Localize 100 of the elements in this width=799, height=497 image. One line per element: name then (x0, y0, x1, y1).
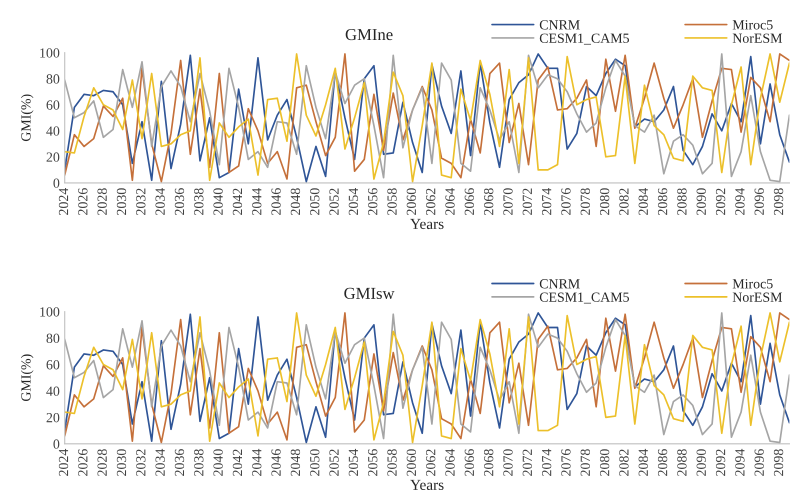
x-axis-title: Years (410, 218, 444, 230)
legend-label: CESM1_CAM5 (540, 34, 629, 45)
y-tick-label: 80 (46, 74, 60, 84)
x-tick-label: 2076 (561, 188, 571, 215)
x-tick-label: 2090 (696, 188, 706, 215)
x-tick-label: 2042 (232, 449, 242, 476)
x-tick-label: 2070 (503, 188, 513, 215)
x-tick-label: 2098 (774, 188, 784, 215)
y-axis-title: GMI(%) (20, 354, 34, 402)
x-tick-label: 2086 (658, 449, 668, 476)
legend-label: Miroc5 (732, 279, 773, 288)
x-tick-label: 2054 (348, 188, 358, 215)
x-tick-label: 2080 (600, 449, 610, 476)
x-axis-title: Years (410, 480, 444, 490)
x-tick-label: 2034 (155, 188, 165, 215)
x-tick-label: 2066 (464, 188, 474, 215)
x-tick-label: 2040 (213, 188, 223, 215)
x-tick-label: 2060 (406, 449, 416, 476)
x-tick-label: 2038 (194, 188, 204, 215)
x-tick-label: 2080 (600, 188, 610, 215)
x-tick-label: 2066 (464, 449, 474, 476)
x-tick-label: 2062 (426, 188, 436, 215)
y-axis-title: GMI(%) (20, 94, 34, 142)
x-tick-label: 2052 (329, 449, 339, 476)
x-tick-label: 2048 (290, 188, 300, 215)
x-tick-label: 2092 (716, 449, 726, 476)
x-tick-label: 2044 (252, 188, 262, 215)
x-tick-label: 2072 (522, 188, 532, 215)
x-tick-label: 2054 (348, 448, 358, 476)
x-tick-label: 2078 (580, 449, 590, 476)
legend-label: CESM1_CAM5 (540, 292, 629, 304)
x-tick-label: 2068 (484, 188, 494, 215)
x-tick-label: 2064 (445, 448, 455, 476)
x-tick-label: 2050 (310, 449, 320, 476)
x-tick-label: 2050 (310, 188, 320, 215)
x-tick-label: 2078 (580, 188, 590, 215)
legend-label: NorESM (732, 292, 782, 302)
x-tick-label: 2056 (368, 188, 378, 215)
x-tick-label: 2024 (58, 188, 68, 215)
x-tick-label: 2088 (677, 188, 687, 215)
y-tick-label: 20 (46, 412, 60, 422)
x-tick-label: 2044 (252, 448, 262, 476)
x-tick-label: 2096 (754, 449, 764, 476)
y-tick-label: 0 (53, 178, 60, 188)
x-tick-label: 2030 (116, 188, 126, 215)
x-tick-label: 2048 (290, 449, 300, 476)
chart-title: GMIsw (344, 288, 394, 299)
legend-label: NorESM (732, 34, 782, 43)
y-tick-label: 80 (46, 334, 60, 344)
x-tick-label: 2070 (503, 449, 513, 476)
x-tick-label: 2074 (542, 188, 552, 215)
x-tick-label: 2094 (735, 448, 745, 476)
x-tick-label: 2028 (97, 449, 107, 476)
x-tick-label: 2088 (677, 449, 687, 476)
x-tick-label: 2028 (97, 188, 107, 215)
x-tick-label: 2098 (774, 449, 784, 476)
x-tick-label: 2076 (561, 449, 571, 476)
x-tick-label: 2056 (368, 449, 378, 476)
y-tick-label: 60 (46, 100, 60, 110)
legend-label: Miroc5 (732, 20, 773, 30)
x-tick-label: 2036 (174, 188, 184, 215)
x-tick-label: 2058 (387, 188, 397, 215)
line-series (64, 312, 790, 444)
x-tick-label: 2046 (271, 188, 281, 215)
x-tick-label: 2084 (638, 188, 648, 215)
x-tick-label: 2032 (136, 188, 146, 215)
x-tick-label: 2092 (716, 188, 726, 215)
x-tick-label: 2072 (522, 449, 532, 476)
x-tick-label: 2038 (194, 449, 204, 476)
x-tick-label: 2052 (329, 188, 339, 215)
x-tick-label: 2062 (426, 449, 436, 476)
y-tick-label: 40 (46, 126, 60, 136)
y-tick-label: 100 (40, 307, 60, 317)
x-tick-label: 2024 (58, 448, 68, 476)
y-tick-label: 20 (46, 152, 60, 162)
x-tick-label: 2064 (445, 188, 455, 215)
legend-label: CNRM (540, 279, 580, 288)
x-tick-label: 2046 (271, 449, 281, 476)
x-tick-label: 2042 (232, 188, 242, 215)
x-tick-label: 2040 (213, 449, 223, 476)
x-tick-label: 2084 (638, 448, 648, 476)
x-tick-label: 2026 (78, 188, 88, 215)
chart-title: GMIne (346, 28, 393, 40)
x-tick-label: 2086 (658, 188, 668, 215)
line-series (64, 53, 790, 182)
x-tick-label: 2060 (406, 188, 416, 215)
y-tick-label: 0 (53, 439, 60, 449)
y-tick-label: 60 (46, 360, 60, 370)
x-tick-label: 2094 (735, 188, 745, 215)
x-tick-label: 2036 (174, 449, 184, 476)
x-tick-label: 2034 (155, 448, 165, 476)
y-tick-label: 100 (40, 48, 60, 58)
x-tick-label: 2074 (542, 448, 552, 476)
x-tick-label: 2030 (116, 449, 126, 476)
x-tick-label: 2096 (754, 188, 764, 215)
x-tick-label: 2082 (619, 449, 629, 476)
legend-label: CNRM (540, 20, 580, 30)
x-tick-label: 2026 (78, 449, 88, 476)
x-tick-label: 2032 (136, 449, 146, 476)
x-tick-label: 2090 (696, 449, 706, 476)
